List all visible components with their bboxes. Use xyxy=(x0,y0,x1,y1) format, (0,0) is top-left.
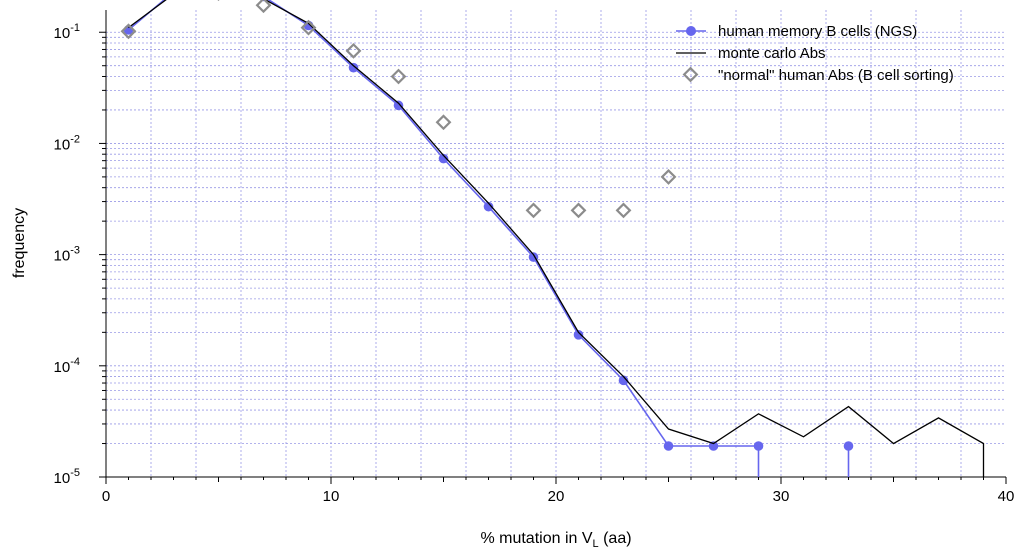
series-normal-point xyxy=(615,202,632,219)
y-tick-label: 10-1 xyxy=(54,22,80,42)
x-axis-label-subscript: L xyxy=(593,538,599,550)
series-normal-point xyxy=(300,19,317,36)
x-tick-label: 10 xyxy=(323,488,340,505)
legend-marker-normal xyxy=(682,66,699,83)
series-normal-point xyxy=(255,0,272,14)
series-normal-point xyxy=(345,42,362,59)
x-axis-label: % mutation in VL (aa) xyxy=(480,530,631,550)
y-tick-label: 10-4 xyxy=(54,356,80,376)
x-tick-label: 0 xyxy=(102,488,110,505)
series-ngs-point xyxy=(753,441,764,451)
series-ngs-point xyxy=(843,441,854,451)
y-tick-label-base: 10 xyxy=(54,359,71,376)
legend-label-montecarlo: monte carlo Abs xyxy=(718,45,826,62)
y-tick-label-base: 10 xyxy=(54,248,71,265)
series-normal-point xyxy=(120,23,137,40)
y-tick-label-exponent: -5 xyxy=(70,467,80,479)
y-tick-label: 10-3 xyxy=(54,245,80,265)
y-tick-label-exponent: -3 xyxy=(70,245,80,257)
y-tick-label-exponent: -2 xyxy=(70,133,80,145)
legend-label-ngs: human memory B cells (NGS) xyxy=(718,23,917,40)
y-tick-label: 10-2 xyxy=(54,133,80,153)
series-normal-point xyxy=(525,202,542,219)
series-normal-point xyxy=(570,202,587,219)
y-tick-label-base: 10 xyxy=(54,470,71,487)
x-tick-label: 20 xyxy=(548,488,565,505)
series-normal-point xyxy=(390,68,407,85)
x-axis-label-main: % mutation in V xyxy=(480,530,592,547)
series-ngs-point xyxy=(708,441,719,451)
y-tick-label-base: 10 xyxy=(54,136,71,153)
series-ngs-point xyxy=(573,330,584,340)
series-ngs-point xyxy=(438,153,449,164)
x-axis-label-suffix: (aa) xyxy=(599,530,632,547)
series-layer xyxy=(120,0,985,477)
series-montecarlo-line xyxy=(128,0,985,477)
y-axis-label: frequency xyxy=(11,208,28,278)
legend-label-normal: "normal" human Abs (B cell sorting) xyxy=(718,67,954,84)
x-tick-label: 30 xyxy=(773,488,790,505)
y-tick-label: 10-5 xyxy=(54,467,80,487)
series-normal-point xyxy=(435,114,452,131)
y-tick-label-base: 10 xyxy=(54,25,71,42)
series-ngs-point xyxy=(618,375,629,386)
series-normal-point xyxy=(660,168,677,185)
series-ngs-point xyxy=(663,441,674,451)
x-tick-label: 40 xyxy=(998,488,1015,505)
grid-lines xyxy=(106,10,1006,477)
series-ngs-point xyxy=(483,201,494,212)
series-ngs-point xyxy=(393,100,404,111)
legend: human memory B cells (NGS) monte carlo A… xyxy=(676,23,954,84)
series-ngs-line xyxy=(127,0,759,447)
y-tick-label-exponent: -1 xyxy=(70,22,80,34)
legend-marker-ngs xyxy=(686,26,696,36)
series-ngs-point xyxy=(348,62,359,73)
y-tick-label-exponent: -4 xyxy=(70,356,80,368)
